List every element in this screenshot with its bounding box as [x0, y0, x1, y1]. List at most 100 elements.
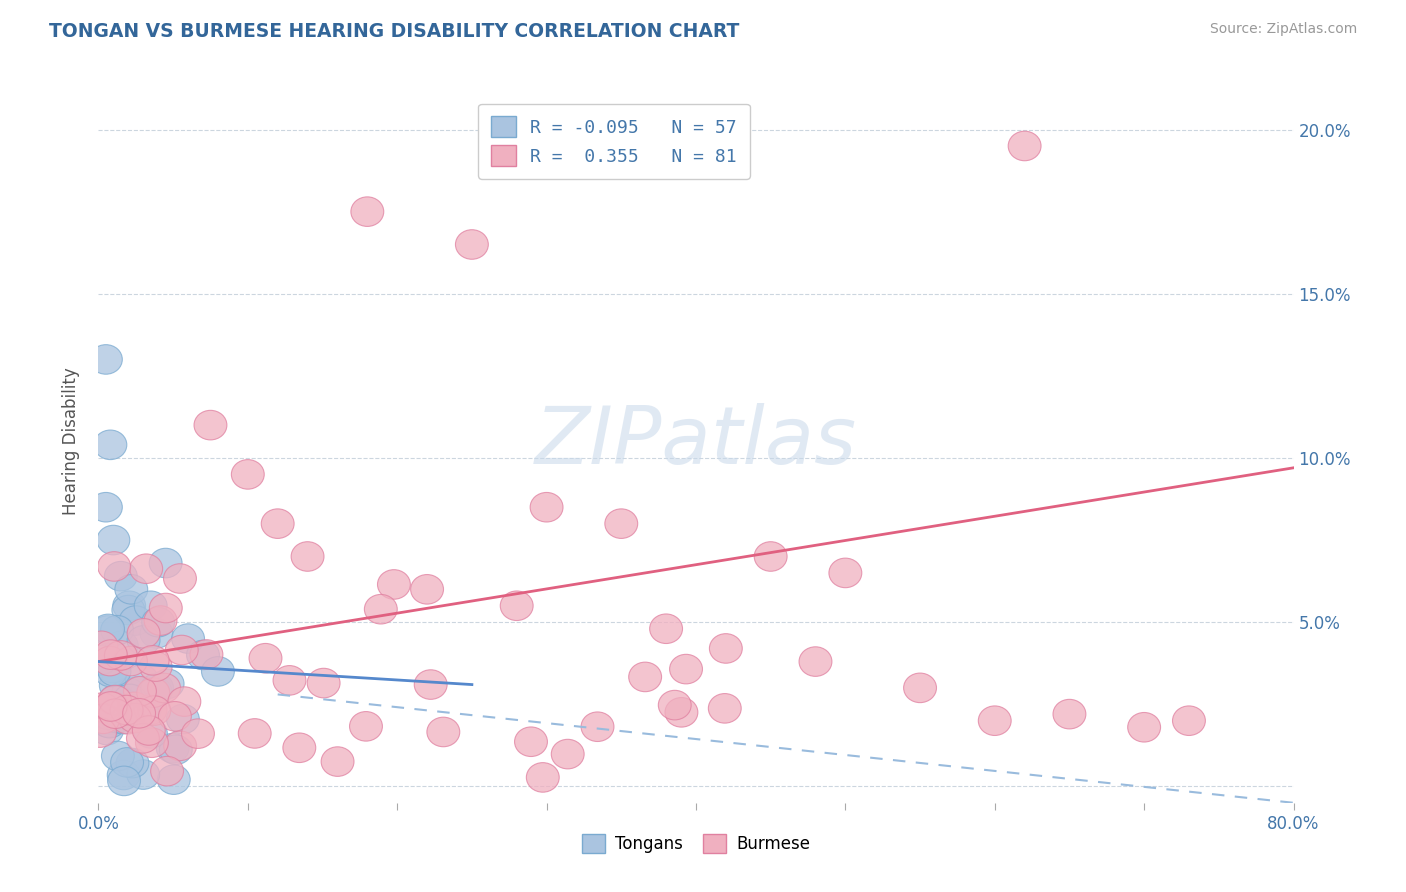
Ellipse shape [501, 591, 533, 621]
Ellipse shape [526, 763, 560, 792]
Ellipse shape [114, 647, 148, 676]
Text: Source: ZipAtlas.com: Source: ZipAtlas.com [1209, 22, 1357, 37]
Text: ZIPatlas: ZIPatlas [534, 402, 858, 481]
Ellipse shape [84, 646, 117, 675]
Ellipse shape [91, 700, 125, 730]
Text: TONGAN VS BURMESE HEARING DISABILITY CORRELATION CHART: TONGAN VS BURMESE HEARING DISABILITY COR… [49, 22, 740, 41]
Ellipse shape [127, 699, 159, 729]
Ellipse shape [377, 570, 411, 599]
Ellipse shape [456, 230, 488, 260]
Ellipse shape [530, 492, 562, 522]
Ellipse shape [238, 719, 271, 748]
Ellipse shape [135, 719, 167, 748]
Ellipse shape [830, 558, 862, 588]
Ellipse shape [150, 756, 184, 786]
Ellipse shape [104, 640, 138, 670]
Ellipse shape [163, 731, 197, 761]
Ellipse shape [1173, 706, 1205, 736]
Ellipse shape [710, 633, 742, 664]
Ellipse shape [122, 676, 156, 706]
Ellipse shape [112, 678, 145, 707]
Ellipse shape [93, 647, 127, 676]
Ellipse shape [97, 525, 129, 555]
Ellipse shape [122, 698, 156, 728]
Ellipse shape [96, 692, 129, 722]
Ellipse shape [101, 615, 134, 645]
Ellipse shape [605, 508, 638, 539]
Ellipse shape [91, 707, 124, 737]
Ellipse shape [105, 694, 138, 723]
Ellipse shape [665, 698, 697, 727]
Ellipse shape [127, 618, 160, 648]
Ellipse shape [86, 693, 120, 723]
Ellipse shape [94, 657, 127, 687]
Ellipse shape [581, 712, 614, 741]
Ellipse shape [709, 694, 741, 723]
Ellipse shape [232, 459, 264, 489]
Ellipse shape [111, 747, 143, 777]
Ellipse shape [94, 640, 127, 669]
Ellipse shape [94, 430, 127, 459]
Ellipse shape [181, 719, 214, 748]
Ellipse shape [117, 748, 149, 778]
Ellipse shape [799, 647, 832, 676]
Ellipse shape [352, 197, 384, 227]
Ellipse shape [321, 747, 354, 776]
Ellipse shape [754, 541, 787, 571]
Ellipse shape [83, 718, 117, 747]
Ellipse shape [118, 703, 152, 733]
Ellipse shape [103, 699, 136, 729]
Ellipse shape [90, 492, 122, 522]
Ellipse shape [415, 670, 447, 699]
Ellipse shape [98, 551, 131, 582]
Ellipse shape [166, 705, 200, 734]
Ellipse shape [87, 704, 120, 733]
Ellipse shape [669, 655, 703, 684]
Ellipse shape [515, 727, 547, 756]
Ellipse shape [273, 665, 307, 695]
Ellipse shape [1008, 131, 1040, 161]
Ellipse shape [149, 593, 183, 623]
Ellipse shape [167, 687, 201, 716]
Ellipse shape [628, 662, 662, 691]
Ellipse shape [139, 652, 172, 681]
Ellipse shape [307, 668, 340, 698]
Ellipse shape [98, 657, 131, 686]
Ellipse shape [112, 595, 145, 625]
Ellipse shape [115, 694, 148, 724]
Ellipse shape [120, 606, 152, 635]
Ellipse shape [127, 760, 160, 789]
Ellipse shape [128, 696, 160, 725]
Ellipse shape [91, 615, 124, 645]
Ellipse shape [134, 695, 167, 724]
Ellipse shape [172, 624, 204, 653]
Ellipse shape [201, 657, 235, 686]
Ellipse shape [84, 631, 118, 661]
Ellipse shape [96, 705, 128, 734]
Ellipse shape [125, 665, 159, 694]
Ellipse shape [114, 684, 146, 714]
Ellipse shape [190, 640, 224, 669]
Ellipse shape [159, 701, 191, 731]
Ellipse shape [97, 653, 129, 683]
Ellipse shape [90, 344, 122, 375]
Ellipse shape [291, 541, 323, 571]
Ellipse shape [107, 760, 141, 789]
Ellipse shape [135, 728, 169, 757]
Ellipse shape [127, 625, 160, 655]
Ellipse shape [1053, 699, 1085, 729]
Ellipse shape [100, 671, 132, 700]
Ellipse shape [107, 705, 139, 734]
Ellipse shape [350, 712, 382, 741]
Ellipse shape [110, 695, 143, 725]
Ellipse shape [141, 673, 173, 703]
Ellipse shape [141, 619, 173, 648]
Ellipse shape [115, 574, 148, 604]
Ellipse shape [187, 640, 219, 670]
Ellipse shape [118, 692, 150, 722]
Ellipse shape [262, 508, 294, 539]
Ellipse shape [124, 676, 156, 706]
Ellipse shape [136, 678, 170, 707]
Ellipse shape [411, 574, 443, 604]
Ellipse shape [149, 549, 183, 578]
